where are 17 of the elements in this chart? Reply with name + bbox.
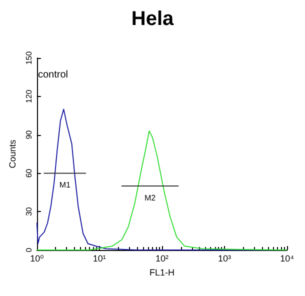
y-tick-label: 30 <box>24 206 34 216</box>
x-axis-title: FL1-H <box>149 267 174 278</box>
y-tick-label: 120 <box>24 89 34 104</box>
x-tick-label: 10⁰ <box>30 254 44 264</box>
y-axis-title: Counts <box>8 139 18 168</box>
x-tick-label: 10² <box>155 254 168 264</box>
x-tick-label: 10³ <box>218 254 231 264</box>
annotation: control <box>38 70 68 80</box>
x-tick-label: 10⁴ <box>280 254 294 264</box>
chart-title: Hela <box>131 8 174 30</box>
y-tick-label: 0 <box>24 247 34 252</box>
y-tick-label: 90 <box>24 130 34 140</box>
annotation: M1 <box>59 180 72 190</box>
y-tick-label: 60 <box>24 168 34 178</box>
y-tick-label: 150 <box>24 50 34 65</box>
x-tick-label: 10¹ <box>92 254 106 264</box>
annotation: M2 <box>144 194 156 202</box>
